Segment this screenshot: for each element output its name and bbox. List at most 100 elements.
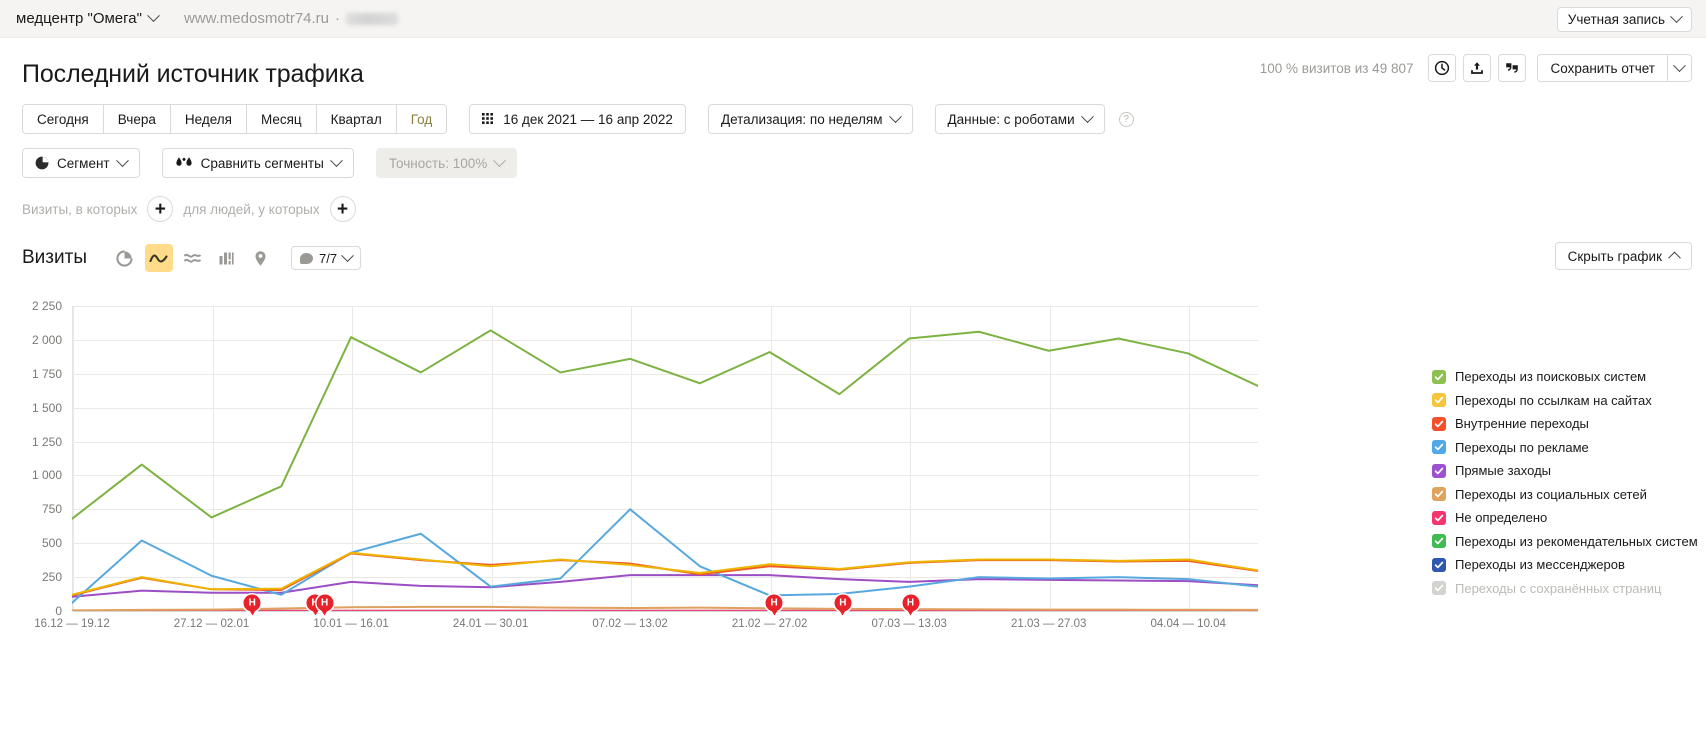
period-tab-2[interactable]: Неделя: [169, 104, 247, 134]
legend-checkbox-icon[interactable]: [1432, 416, 1446, 431]
date-range-label: 16 дек 2021 — 16 апр 2022: [503, 111, 673, 127]
gridline-vertical: [1049, 306, 1051, 611]
compare-segments-dropdown[interactable]: Сравнить сегменты: [161, 148, 354, 178]
x-axis-tick-label: 21.03 — 27.03: [1010, 618, 1087, 630]
legend-item-8[interactable]: Переходы из мессенджеров: [1432, 553, 1702, 577]
date-range-picker[interactable]: 16 дек 2021 — 16 апр 2022: [469, 104, 686, 134]
hide-chart-button[interactable]: Скрыть график: [1554, 242, 1692, 270]
people-filter-label: для людей, у которых: [183, 201, 320, 217]
legend-checkbox-icon[interactable]: [1432, 510, 1446, 525]
export-icon[interactable]: [1463, 54, 1492, 82]
detail-level-dropdown[interactable]: Детализация: по неделям: [707, 104, 913, 134]
metric-count-label: 7/7: [318, 250, 338, 266]
legend-checkbox-icon[interactable]: [1432, 534, 1446, 549]
gridline-horizontal: [73, 306, 1258, 307]
legend-checkbox-icon[interactable]: [1432, 557, 1446, 572]
chart-series-line: [72, 607, 1258, 610]
legend-item-label: Не определено: [1455, 510, 1548, 526]
pie-chart-icon[interactable]: [110, 244, 139, 272]
x-axis-tick-label: 07.03 — 13.03: [871, 618, 947, 630]
legend-checkbox-icon[interactable]: [1432, 440, 1446, 455]
period-tab-4[interactable]: Квартал: [315, 104, 397, 134]
legend-item-2[interactable]: Внутренние переходы: [1432, 412, 1702, 436]
chevron-down-icon: [1080, 109, 1094, 123]
legend-item-5[interactable]: Переходы из социальных сетей: [1432, 483, 1702, 507]
gridline-horizontal: [73, 407, 1258, 409]
help-icon[interactable]: ?: [1118, 111, 1134, 127]
chevron-up-icon: [1668, 251, 1681, 264]
legend-checkbox-icon[interactable]: [1432, 393, 1446, 408]
period-tab-1[interactable]: Вчера: [102, 104, 171, 134]
legend-item-label: Переходы по ссылкам на сайтах: [1455, 392, 1652, 408]
legend-item-7[interactable]: Переходы из рекомендательных систем: [1432, 530, 1702, 554]
chart-series-line: [72, 553, 1258, 595]
annotation-marker[interactable]: Н: [834, 594, 852, 616]
y-axis-tick-label: 2 000: [31, 332, 62, 347]
legend-item-6[interactable]: Не определено: [1432, 506, 1702, 530]
visits-summary: 100 % визитов из 49 807: [1259, 60, 1414, 76]
segment-dropdown[interactable]: Сегмент: [22, 148, 140, 178]
annotation-marker[interactable]: Н: [902, 594, 919, 616]
period-tab-label: Год: [410, 111, 433, 127]
redacted-text: [346, 12, 399, 25]
legend-item-0[interactable]: Переходы из поисковых систем: [1432, 365, 1702, 389]
title-row: Последний источник трафика 100 % визитов…: [0, 38, 1706, 90]
y-axis-tick-label: 0: [55, 604, 62, 618]
save-report-dropdown[interactable]: [1667, 54, 1692, 82]
chevron-down-icon: [493, 153, 507, 167]
legend-item-label: Переходы с сохранённых страниц: [1455, 580, 1662, 596]
annotation-marker[interactable]: Н: [243, 594, 261, 616]
metric-count-dropdown[interactable]: 7/7: [290, 246, 362, 270]
gridline-horizontal: [73, 475, 1258, 477]
area-chart-icon[interactable]: [178, 244, 207, 272]
legend-checkbox-icon[interactable]: [1432, 581, 1446, 596]
chart-header: Визиты 7/7: [0, 242, 1706, 272]
legend-item-1[interactable]: Переходы по ссылкам на сайтах: [1432, 389, 1702, 413]
annotation-marker[interactable]: Н: [316, 594, 334, 616]
chart-series-line: [72, 575, 1258, 597]
period-tab-3[interactable]: Месяц: [245, 104, 317, 134]
segment-label: Сегмент: [57, 155, 110, 171]
annotation-marker[interactable]: Н: [765, 594, 783, 616]
calendar-grid-icon: [482, 112, 494, 124]
gridline-vertical: [491, 306, 493, 611]
add-people-filter-button[interactable]: +: [329, 196, 356, 222]
gridline-vertical: [631, 306, 633, 611]
add-visits-filter-button[interactable]: +: [147, 196, 174, 222]
x-axis-tick-label: 07.02 — 13.02: [592, 618, 668, 630]
x-axis-tick-label: 24.01 — 30.01: [452, 618, 529, 630]
clock-icon[interactable]: [1428, 54, 1457, 82]
legend-item-9[interactable]: Переходы с сохранённых страниц: [1432, 577, 1702, 601]
legend-checkbox-icon[interactable]: [1432, 463, 1446, 478]
legend-checkbox-icon[interactable]: [1432, 487, 1446, 502]
period-tab-5[interactable]: Год: [395, 104, 448, 134]
save-report-button[interactable]: Сохранить отчет: [1537, 54, 1667, 82]
comments-icon[interactable]: [1498, 54, 1527, 82]
legend-item-label: Переходы из социальных сетей: [1455, 486, 1647, 502]
title-actions: 100 % визитов из 49 807 Сохранить отчет: [1260, 54, 1692, 82]
account-menu[interactable]: Учетная запись: [1556, 7, 1692, 32]
site-selector[interactable]: медцентр "Омега": [16, 9, 160, 27]
bar-chart-icon[interactable]: [212, 244, 241, 272]
gridline-vertical: [73, 306, 74, 611]
legend-checkbox-icon[interactable]: [1432, 369, 1446, 384]
metric-title: Визиты: [22, 247, 87, 268]
legend-item-3[interactable]: Переходы по рекламе: [1432, 436, 1702, 460]
line-chart-icon[interactable]: [144, 244, 173, 272]
site-name: медцентр "Омега": [16, 10, 142, 27]
y-axis-tick-label: 1 500: [31, 400, 62, 415]
chart-plot-area: 0 250 500 750 1 000 1 250 1 500 1 750 2 000 2 250…: [0, 296, 1706, 716]
chevron-down-icon: [115, 153, 129, 167]
x-axis-tick-label: 10.01 — 16.01: [313, 618, 389, 630]
map-pin-icon[interactable]: [246, 244, 275, 272]
accuracy-dropdown[interactable]: Точность: 100%: [375, 148, 518, 178]
data-source-label: Данные: с роботами: [947, 111, 1075, 127]
period-tab-0[interactable]: Сегодня: [22, 104, 104, 134]
compare-drops-icon: [176, 157, 192, 166]
top-bar: медцентр "Омега" www.medosmotr74.ru · Уч…: [0, 0, 1706, 38]
data-source-dropdown[interactable]: Данные: с роботами: [934, 104, 1105, 134]
filter-controls: Визиты, в которых + для людей, у которых…: [0, 196, 1706, 222]
legend-item-4[interactable]: Прямые заходы: [1432, 459, 1702, 483]
gridline-vertical: [1189, 306, 1191, 611]
legend-item-label: Прямые заходы: [1455, 463, 1552, 479]
